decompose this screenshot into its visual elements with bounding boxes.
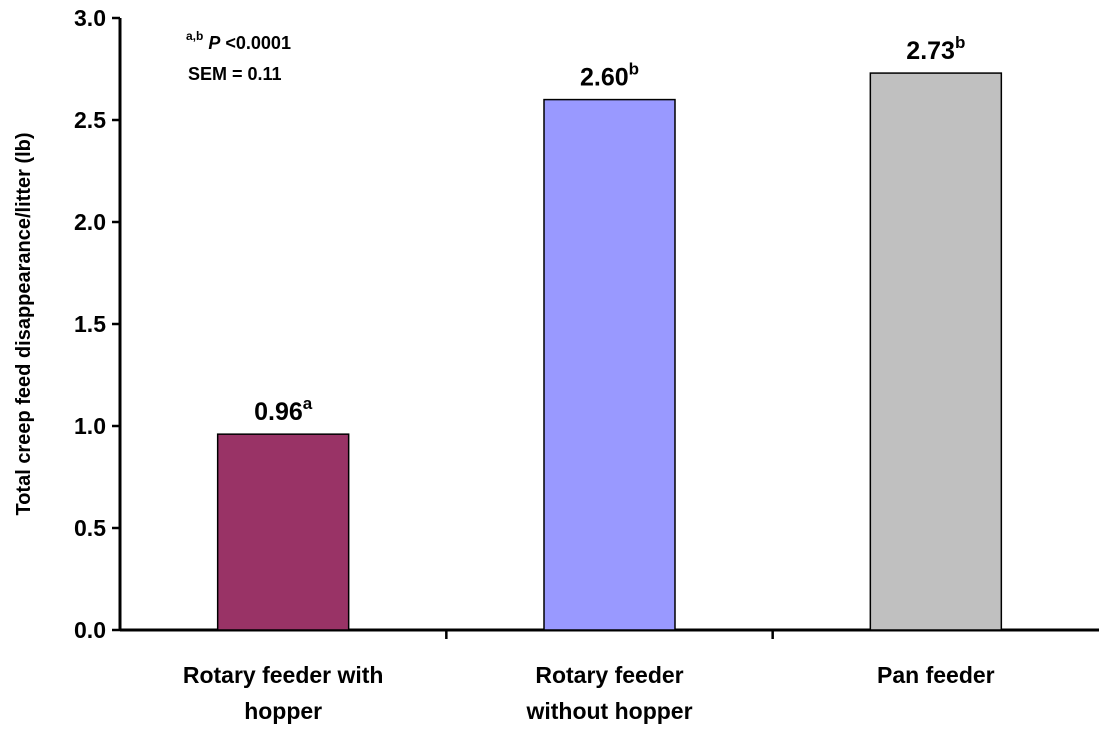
y-tick-label: 0.0 (74, 617, 106, 643)
data-label-value: 2.60 (580, 64, 629, 92)
data-label-superscript: b (629, 60, 639, 79)
data-label: 2.73b (906, 33, 965, 65)
y-tick-label: 2.5 (74, 107, 106, 133)
x-category-label: without hopper (525, 698, 692, 724)
data-label: 0.96a (254, 394, 313, 426)
plot-area: 0.0 0.5 1.0 1.5 2.0 2.5 3.0 0.96a Rotary feeder … (74, 5, 1099, 724)
y-tick-label: 1.5 (74, 311, 106, 337)
x-category-label: Rotary feeder with (183, 662, 384, 688)
y-tick-label: 0.5 (74, 515, 106, 541)
significance-annotation: a,b P <0.0001 (186, 24, 291, 53)
significance-value: <0.0001 (225, 33, 291, 53)
y-axis-label: Total creep feed disappearance/litter (l… (13, 132, 35, 515)
x-category-label: Rotary feeder (535, 662, 683, 688)
data-label-superscript: a (303, 394, 313, 413)
y-tick-label: 3.0 (74, 5, 106, 31)
bar (869, 72, 1003, 631)
data-label-superscript: b (955, 33, 965, 52)
y-tick-label: 2.0 (74, 209, 106, 235)
bar (216, 433, 350, 631)
data-label-value: 0.96 (254, 398, 303, 426)
x-category-label: hopper (244, 698, 322, 724)
data-label-value: 2.73 (906, 37, 955, 65)
significance-superscript: a,b (186, 29, 203, 43)
y-tick-label: 1.0 (74, 413, 106, 439)
bar (543, 98, 676, 631)
significance-p-symbol: P (208, 33, 221, 53)
sem-annotation: SEM = 0.11 (188, 64, 282, 84)
data-label: 2.60b (580, 60, 639, 92)
x-category-label: Pan feeder (877, 662, 995, 688)
